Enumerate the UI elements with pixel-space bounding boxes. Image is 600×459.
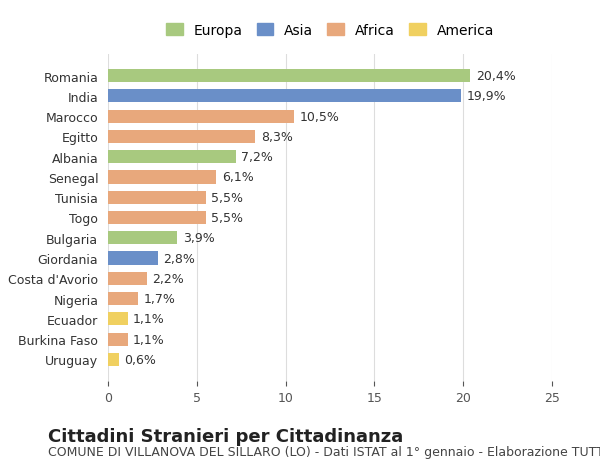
Text: 0,6%: 0,6%: [124, 353, 156, 366]
Bar: [108, 110, 295, 123]
Text: 7,2%: 7,2%: [241, 151, 273, 164]
Text: 19,9%: 19,9%: [467, 90, 506, 103]
Text: COMUNE DI VILLANOVA DEL SILLARO (LO) - Dati ISTAT al 1° gennaio - Elaborazione T: COMUNE DI VILLANOVA DEL SILLARO (LO) - D…: [48, 445, 600, 458]
Text: 2,2%: 2,2%: [152, 272, 184, 285]
Bar: [108, 171, 217, 184]
Bar: [108, 212, 206, 224]
Text: 1,1%: 1,1%: [133, 333, 164, 346]
Text: 5,5%: 5,5%: [211, 212, 243, 224]
Text: 6,1%: 6,1%: [221, 171, 253, 184]
Bar: [108, 90, 461, 103]
Text: 3,9%: 3,9%: [182, 232, 214, 245]
Bar: [108, 232, 177, 245]
Text: 5,5%: 5,5%: [211, 191, 243, 204]
Bar: [108, 130, 256, 144]
Legend: Europa, Asia, Africa, America: Europa, Asia, Africa, America: [162, 20, 498, 42]
Text: 1,1%: 1,1%: [133, 313, 164, 325]
Bar: [108, 70, 470, 83]
Text: Cittadini Stranieri per Cittadinanza: Cittadini Stranieri per Cittadinanza: [48, 427, 403, 445]
Bar: [108, 292, 138, 306]
Text: 10,5%: 10,5%: [300, 111, 340, 123]
Bar: [108, 313, 128, 326]
Text: 1,7%: 1,7%: [143, 292, 175, 305]
Bar: [108, 252, 158, 265]
Text: 8,3%: 8,3%: [261, 131, 293, 144]
Bar: [108, 353, 119, 366]
Bar: [108, 191, 206, 204]
Bar: [108, 151, 236, 164]
Text: 2,8%: 2,8%: [163, 252, 195, 265]
Bar: [108, 333, 128, 346]
Text: 20,4%: 20,4%: [476, 70, 515, 83]
Bar: [108, 272, 147, 285]
